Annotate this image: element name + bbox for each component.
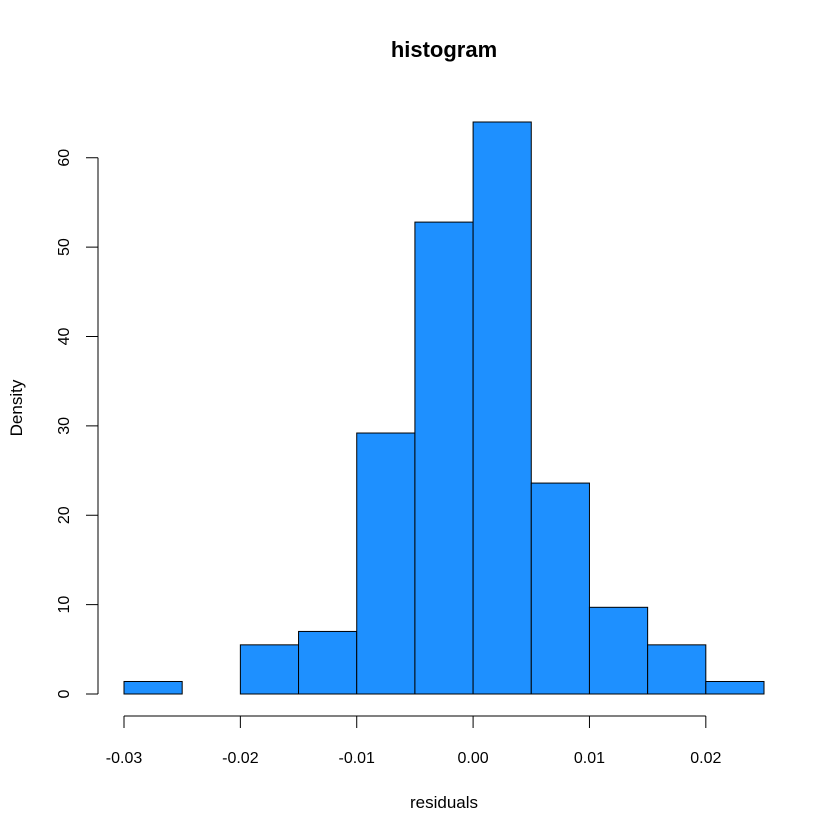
y-tick-label: 60 [56, 149, 73, 167]
x-tick-label: 0.02 [690, 750, 721, 767]
histogram-bar [239, 644, 300, 695]
histogram-bar [588, 606, 649, 695]
x-tick-label: 0.00 [458, 750, 489, 767]
y-tick-label: 50 [56, 238, 73, 256]
y-tick-label: 30 [56, 417, 73, 435]
histogram-bar [472, 121, 532, 695]
y-tick-label: 0 [56, 689, 73, 698]
x-tick-label: -0.02 [222, 750, 259, 767]
y-tick-label: 20 [56, 506, 73, 524]
x-axis: -0.03 -0.02 -0.01 0.00 0.01 0.02 [106, 715, 721, 767]
y-axis-label: Density [7, 379, 26, 436]
x-axis-label: residuals [410, 793, 478, 812]
y-tick-label: 40 [56, 328, 73, 346]
histogram-bar [530, 482, 590, 695]
x-tick-label: -0.01 [338, 750, 375, 767]
histogram-bar [356, 432, 416, 695]
x-tick-label: 0.01 [574, 750, 605, 767]
chart-title: histogram [391, 37, 497, 62]
histogram-bar [414, 221, 474, 695]
histogram-bar [123, 680, 183, 695]
x-tick-label: -0.03 [106, 750, 143, 767]
y-tick-label: 10 [56, 596, 73, 614]
histogram-bar [298, 630, 358, 695]
y-axis: 0 10 20 30 40 50 60 [56, 149, 99, 698]
histogram-bar [647, 644, 707, 695]
bars-group [123, 121, 765, 695]
histogram-bar [705, 680, 765, 695]
